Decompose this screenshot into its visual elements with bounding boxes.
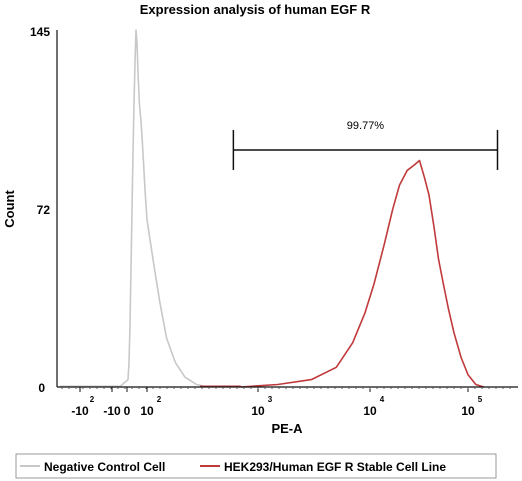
- x-tick-label-6: 10: [461, 404, 475, 418]
- y-axis-label: Count: [2, 190, 17, 228]
- y-tick-label-72: 72: [37, 203, 51, 217]
- y-tick-label-145: 145: [30, 25, 50, 39]
- x-tick-exponent-6: 5: [478, 395, 483, 404]
- x-tick-exponent-4: 3: [268, 395, 273, 404]
- x-axis-label: PE-A: [271, 421, 303, 436]
- x-tick-label-0: -10: [71, 404, 89, 418]
- legend-label-hek293: HEK293/Human EGF R Stable Cell Line: [224, 460, 446, 474]
- legend: Negative Control Cell HEK293/Human EGF R…: [15, 453, 497, 479]
- x-tick-label-5: 10: [363, 404, 377, 418]
- series-hek293: [240, 159, 485, 388]
- x-tick-label-1: -10: [103, 404, 121, 418]
- x-tick-exponent-5: 4: [380, 395, 385, 404]
- series-negative-control: [118, 29, 208, 388]
- gate-annotation: 99.77%: [232, 120, 499, 170]
- x-tick-label-2: 0: [124, 404, 131, 418]
- gate-percentage-label: 99.77%: [347, 120, 385, 132]
- legend-box: [15, 453, 497, 479]
- x-tick-label-3: 10: [140, 404, 154, 418]
- y-tick-label-0: 0: [38, 381, 45, 395]
- plot-marks: [60, 29, 485, 388]
- x-tick-label-4: 10: [251, 404, 265, 418]
- x-tick-exponent-3: 2: [157, 395, 162, 404]
- chart-title: Expression analysis of human EGF R: [140, 2, 371, 17]
- x-tick-exponent-0: 2: [90, 395, 95, 404]
- legend-label-negative-control: Negative Control Cell: [44, 460, 165, 474]
